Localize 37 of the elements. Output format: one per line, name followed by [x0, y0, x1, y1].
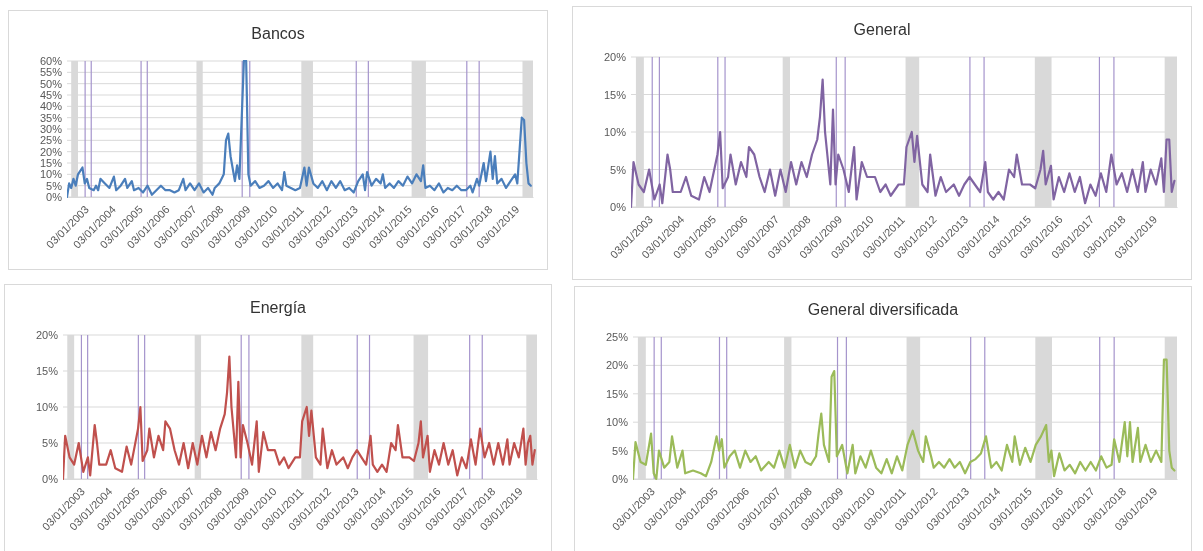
y-tick-label: 20%: [35, 329, 59, 342]
chart-title: Energía: [249, 299, 307, 316]
chart-title: General: [853, 21, 911, 38]
y-tick-label: 15%: [39, 157, 63, 170]
line-series: [633, 358, 1176, 480]
y-tick-label: 35%: [39, 111, 63, 124]
y-tick-label: 45%: [39, 89, 63, 102]
y-tick-label: 60%: [39, 55, 63, 68]
y-tick-label: 25%: [605, 331, 629, 344]
y-tick-label: 5%: [42, 437, 59, 450]
y-tick-label: 5%: [612, 444, 629, 457]
chart-title: Bancos: [251, 25, 305, 42]
y-tick-label: 40%: [39, 100, 63, 113]
y-tick-label: 0%: [612, 473, 629, 486]
y-tick-label: 55%: [39, 66, 63, 79]
y-tick-label: 5%: [46, 179, 63, 192]
y-tick-label: 0%: [42, 473, 59, 486]
y-tick-label: 15%: [603, 88, 627, 101]
y-tick-label: 10%: [605, 416, 629, 429]
y-tick-label: 15%: [35, 365, 59, 378]
y-tick-label: 30%: [39, 123, 63, 136]
y-tick-label: 5%: [610, 163, 627, 176]
line-series: [67, 60, 532, 198]
line-series: [631, 78, 1176, 208]
y-tick-label: 10%: [35, 401, 59, 414]
y-tick-label: 50%: [39, 77, 63, 90]
y-tick-label: 0%: [610, 201, 627, 214]
y-tick-label: 20%: [39, 145, 63, 158]
chart-title: General diversificada: [807, 301, 959, 318]
y-tick-label: 0%: [46, 191, 63, 204]
y-tick-label: 25%: [39, 134, 63, 147]
y-tick-label: 20%: [605, 359, 629, 372]
y-tick-label: 20%: [603, 51, 627, 64]
line-series: [63, 355, 536, 480]
y-tick-label: 10%: [39, 168, 63, 181]
y-tick-label: 15%: [605, 387, 629, 400]
y-tick-label: 10%: [603, 126, 627, 139]
